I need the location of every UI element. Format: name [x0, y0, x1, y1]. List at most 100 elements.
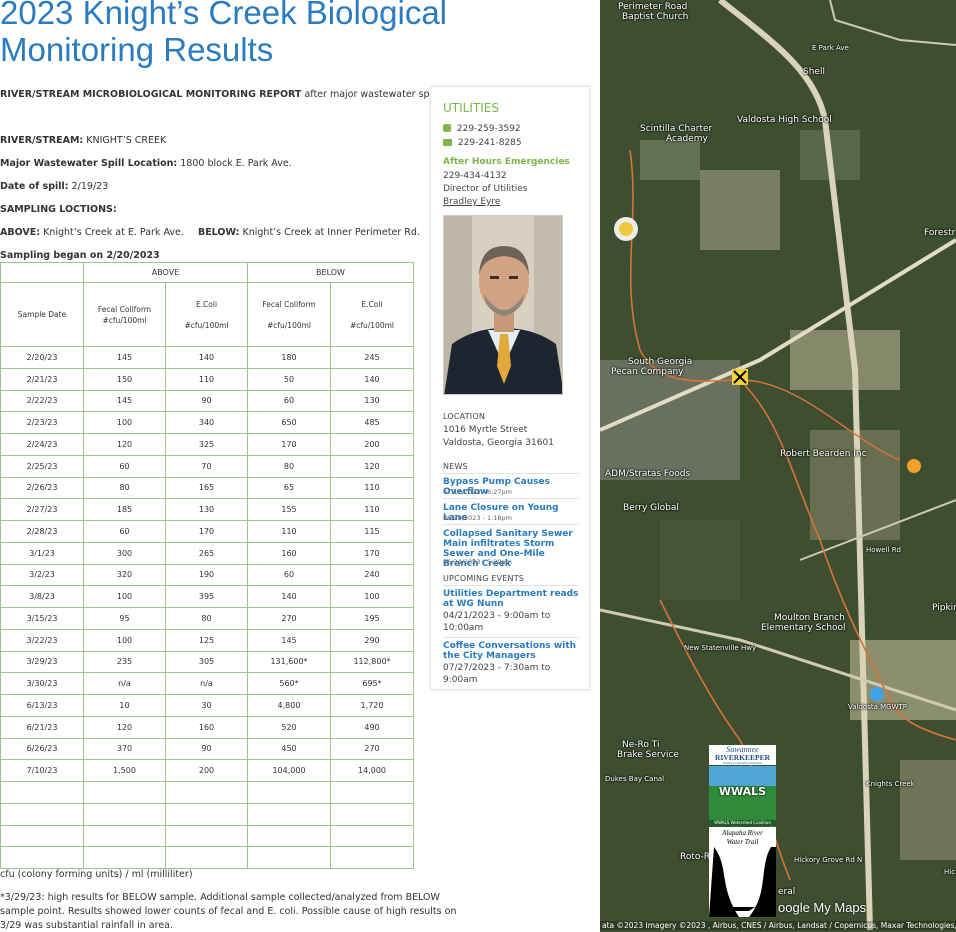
header-blank: [0, 262, 84, 283]
cell-sample-date: 3/1/23: [0, 541, 84, 565]
document-column: 2023 Knight’s Creek Biological Monitorin…: [0, 0, 456, 931]
event-item-2-title[interactable]: Coffee Conversations with the City Manag…: [443, 641, 577, 661]
news-item-1-title[interactable]: Bypass Pump Causes Overflow: [443, 477, 550, 497]
spill-line: Major Wastewater Spill Location: 1800 bl…: [0, 158, 292, 169]
alapaha-logo-art: [709, 847, 776, 917]
map-label-robert: Robert Bearden Inc: [780, 449, 867, 459]
page-title: 2023 Knight’s Creek Biological Monitorin…: [0, 0, 447, 68]
table-row: 3/1/23 300 265 160 170: [0, 541, 414, 565]
cell-sample-date: 3/22/23: [0, 628, 84, 652]
cell-below-ecoli: 245: [330, 346, 414, 369]
map-label-hickory: Hickory Grove Rd N: [794, 856, 863, 864]
news-item-3-title[interactable]: Collapsed Sanitary Sewer Main infiltrate…: [443, 529, 573, 569]
cell-below-fecal: 104,000: [247, 759, 331, 782]
table-row: [0, 846, 414, 869]
footnote-line-1: *3/29/23: high results for BELOW sample.…: [0, 892, 440, 903]
cell-sample-date: 3/15/23: [0, 607, 84, 630]
events-heading: UPCOMING EVENTS: [443, 574, 525, 583]
cell-above-fecal: [83, 846, 166, 869]
cell-below-fecal: 145: [247, 628, 331, 652]
table-row: [0, 824, 414, 848]
cell-above-fecal: 370: [83, 737, 166, 761]
cell-below-ecoli: 490: [330, 715, 414, 739]
cell-above-ecoli: 140: [165, 346, 248, 369]
cell-below-ecoli: 485: [330, 411, 414, 434]
locations-label: SAMPLING LOCTIONS:: [0, 204, 117, 215]
cell-sample-date: 2/24/23: [0, 433, 84, 456]
cell-above-fecal: 320: [83, 563, 166, 587]
cell-sample-date: [0, 846, 84, 869]
table-row: 3/22/23 100 125 145 290: [0, 628, 414, 652]
cell-sample-date: 2/26/23: [0, 476, 84, 500]
locations-heading: SAMPLING LOCTIONS:: [0, 204, 117, 215]
satellite-map[interactable]: Perimeter Road Baptist Church Shell E Pa…: [600, 0, 956, 932]
cell-above-ecoli: 190: [165, 563, 248, 587]
news-divider: [443, 498, 579, 499]
wwals-logo[interactable]: WWALS WWALS Watershed Coalition: [709, 766, 776, 826]
sampling-began: Sampling began on 2/20/2023: [0, 250, 160, 261]
cell-below-fecal: 60: [247, 389, 331, 413]
news-heading: NEWS: [443, 462, 468, 471]
cell-above-fecal: n/a: [83, 672, 166, 695]
cell-above-fecal: 235: [83, 650, 166, 674]
table-row: [0, 781, 414, 804]
riverkeeper-logo-suwannee: Suwannee: [726, 745, 759, 754]
map-label-nero-2: Brake Service: [617, 750, 679, 760]
cell-sample-date: [0, 781, 84, 804]
cell-below-ecoli: [330, 781, 414, 804]
cell-above-ecoli: 305: [165, 650, 248, 674]
table-row: 2/28/23 60 170 110 115: [0, 520, 414, 543]
phone-line: 229-259-3592: [443, 124, 521, 134]
cell-below-fecal: 160: [247, 541, 331, 565]
cell-above-ecoli: [165, 781, 248, 804]
alapaha-logo-line-1: Alapaha River: [722, 829, 763, 837]
units-note: cfu (colony forming units) / ml (millili…: [0, 869, 193, 880]
spill-date-label: Date of spill:: [0, 181, 69, 192]
cell-below-fecal: 520: [247, 715, 331, 739]
table-row: 2/27/23 185 130 155 110: [0, 498, 414, 521]
cell-below-fecal: 560*: [247, 672, 331, 695]
map-label-eral: eral: [778, 887, 796, 897]
cell-above-fecal: 10: [83, 694, 166, 717]
cell-above-fecal: 100: [83, 628, 166, 652]
alapaha-water-trail-logo[interactable]: Alapaha River Water Trail: [709, 827, 776, 917]
after-hours-phone[interactable]: 229-434-4132: [443, 171, 507, 181]
table-row: 2/24/23 120 325 170 200: [0, 433, 414, 456]
wwals-logo-text: WWALS: [718, 785, 767, 798]
cell-above-ecoli: 265: [165, 541, 248, 565]
cell-below-ecoli: 270: [330, 737, 414, 761]
cell-below-fecal: 270: [247, 607, 331, 630]
map-label-perimeter: Perimeter Road: [618, 2, 688, 12]
map-label-scintilla-2: Academy: [666, 134, 708, 144]
riverkeeper-logo[interactable]: Suwannee RIVERKEEPER Working for Watersh…: [709, 745, 776, 765]
map-label-nero-1: Ne-Ro Ti: [622, 740, 660, 750]
header-above-fecal: Fecal Coliform #cfu/100ml: [83, 282, 166, 347]
map-attribution: ata ©2023 Imagery ©2023 , Airbus, CNES /…: [600, 921, 956, 930]
map-brand[interactable]: oogle My Maps: [778, 900, 867, 915]
cell-above-ecoli: 80: [165, 607, 248, 630]
cell-below-ecoli: 290: [330, 628, 414, 652]
river-value: KNIGHT’S CREEK: [86, 135, 167, 146]
map-label-scintilla-1: Scintilla Charter: [640, 124, 713, 134]
sampling-began-text: Sampling began on 2/20/2023: [0, 250, 160, 261]
cell-below-fecal: 80: [247, 454, 331, 478]
news-divider: [443, 524, 579, 525]
cell-above-ecoli: n/a: [165, 672, 248, 695]
cell-below-ecoli: 120: [330, 454, 414, 478]
cell-below-fecal: [247, 781, 331, 804]
director-name-link[interactable]: Bradley Eyre: [443, 197, 501, 207]
phone-number[interactable]: 229-259-3592: [456, 124, 521, 134]
cell-sample-date: 2/28/23: [0, 520, 84, 543]
cell-above-fecal: 145: [83, 346, 166, 369]
fax-line: 229-241-8285: [443, 138, 522, 148]
cell-below-ecoli: 14,000: [330, 759, 414, 782]
table-row: 3/2/23 320 190 60 240: [0, 563, 414, 587]
cell-sample-date: 2/27/23: [0, 498, 84, 521]
map-label-new-statenville: New Statenville Hwy: [684, 644, 757, 652]
news-item-2-title[interactable]: Lane Closure on Young Lane: [443, 503, 559, 523]
event-item-1-title[interactable]: Utilities Department reads at WG Nunn: [443, 589, 579, 609]
cell-below-fecal: [247, 802, 331, 826]
cell-sample-date: 3/30/23: [0, 672, 84, 695]
map-label-moulton-1: Moulton Branch: [774, 613, 845, 623]
map-label-sgpc-1: South Georgia: [628, 357, 693, 367]
